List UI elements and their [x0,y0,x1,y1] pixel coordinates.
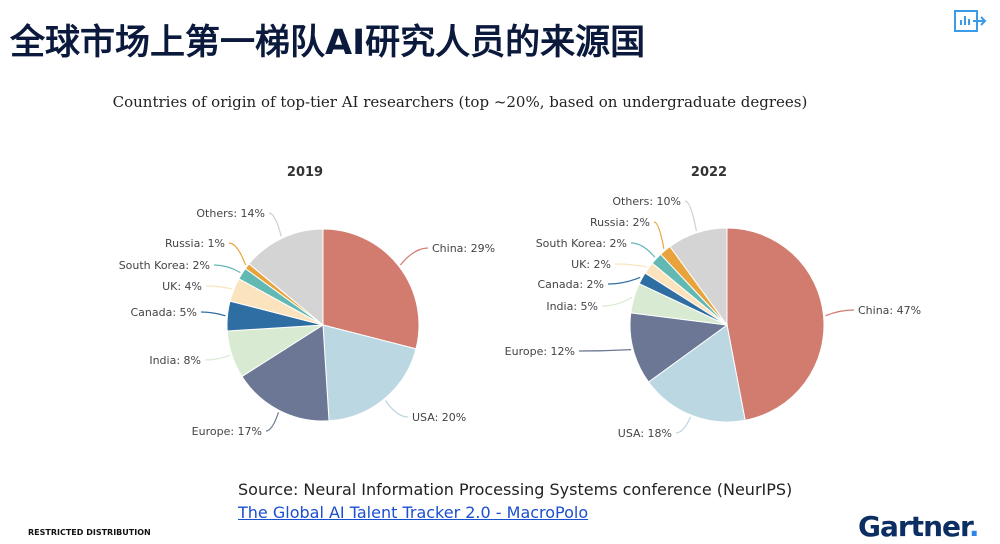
gartner-logo: Gartner. [858,510,979,543]
leader-line [578,349,632,352]
slice-label: South Korea: 2% [119,259,210,272]
chart-export-icon[interactable] [953,8,987,34]
slice-label: Others: 10% [612,195,681,208]
leader-line [265,412,280,432]
slice-label: Others: 14% [196,207,265,220]
leader-line [614,263,648,268]
pie-title: 2019 [287,165,323,180]
slice-label: UK: 4% [162,280,202,293]
pie-slice-usa [647,324,746,423]
restricted-label: RESTRICTED DISTRIBUTION [28,528,151,537]
leader-line [204,354,231,361]
pie-slice-usa [322,324,417,422]
leader-line [630,242,656,258]
leader-line [607,276,641,285]
pie-slice-europe [241,324,330,422]
logo-text: Gartner [858,510,970,543]
pie-slice-others [669,227,728,327]
slice-label: China: 29% [432,242,495,255]
page-title: 全球市场上第一梯队AI研究人员的来源国 [10,23,646,63]
pie-slice-europe [629,312,729,383]
leader-line [653,221,665,249]
leader-line [384,400,409,418]
slice-label: Europe: 12% [505,345,575,358]
leader-line [205,285,233,290]
pie-title: 2022 [691,165,727,180]
pie-slice-others [248,228,324,327]
slice-label: USA: 20% [412,411,466,424]
leader-line [200,311,226,317]
leader-line [228,242,247,266]
slice-label: USA: 18% [618,427,672,440]
pie-slice-china [322,228,420,350]
slice-label: India: 5% [546,300,598,313]
slice-label: Russia: 2% [590,216,650,229]
slice-label: China: 47% [858,304,921,317]
slice-label: India: 8% [149,354,201,367]
leader-line [675,416,692,434]
leader-line [825,309,855,317]
leader-line [684,200,697,231]
source-text: Source: Neural Information Processing Sy… [238,480,793,499]
slice-label: UK: 2% [571,258,611,271]
source-link[interactable]: The Global AI Talent Tracker 2.0 - Macro… [238,503,589,522]
slice-label: Europe: 17% [192,425,262,438]
leader-line [213,264,241,274]
pie-slice-china [726,227,825,421]
slice-label: South Korea: 2% [536,237,627,250]
slice-label: Russia: 1% [165,237,225,250]
slice-label: Canada: 2% [537,278,604,291]
leader-line [268,212,282,237]
chart-subtitle: Countries of origin of top-tier AI resea… [112,93,808,111]
slice-label: Canada: 5% [130,306,197,319]
leader-line [601,296,633,307]
leader-line [399,247,429,266]
